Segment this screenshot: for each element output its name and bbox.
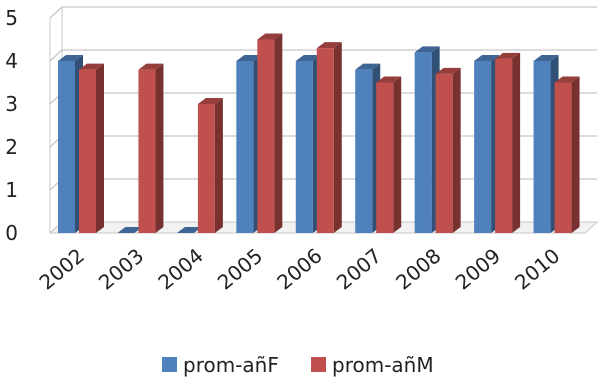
- bar-top: [474, 55, 500, 61]
- legend-swatch-series-1: [311, 357, 326, 372]
- bar-top: [79, 63, 104, 70]
- bar-top: [495, 52, 521, 59]
- y-tick-label: 1: [5, 178, 18, 202]
- bar-top: [236, 55, 262, 61]
- y-tick-label: 5: [5, 6, 18, 30]
- bar-top: [58, 55, 83, 61]
- x-tick-label: 2009: [451, 243, 505, 294]
- legend-swatch-series-0: [162, 357, 177, 372]
- bar-top: [117, 227, 143, 233]
- bar-side: [96, 63, 104, 233]
- bar-face: [495, 58, 513, 233]
- bar-top: [533, 55, 559, 61]
- bar-top: [414, 46, 440, 53]
- bar-top: [176, 227, 202, 233]
- bar-side: [155, 63, 164, 233]
- bar-side: [452, 67, 461, 234]
- y-tick-label: 2: [5, 135, 18, 159]
- bar-side: [512, 52, 521, 233]
- bar-side: [333, 42, 342, 233]
- bar: [257, 33, 283, 233]
- bar: [138, 63, 164, 233]
- bar-top: [435, 67, 461, 74]
- bar-face: [414, 52, 432, 234]
- bar-face: [316, 48, 334, 233]
- legend: prom-añF prom-añM: [162, 353, 434, 377]
- legend-label-series-1: prom-añM: [332, 353, 434, 377]
- y-tick-label: 0: [5, 221, 18, 245]
- bar: [376, 76, 402, 233]
- bar-top: [376, 76, 402, 83]
- bar-face: [58, 61, 75, 233]
- gridline: [49, 6, 597, 19]
- y-tick-label: 3: [5, 92, 18, 116]
- bar-face: [257, 39, 275, 233]
- x-tick-label: 2006: [272, 243, 326, 294]
- bar-face: [138, 69, 156, 233]
- bar-face: [435, 73, 453, 234]
- bar-top: [197, 98, 223, 104]
- y-tick-label: 4: [5, 49, 18, 73]
- bar-face: [79, 69, 96, 233]
- bar: [197, 98, 223, 233]
- x-tick-label: 2010: [510, 243, 564, 294]
- x-tick-label: 2007: [332, 243, 386, 294]
- legend-label-series-0: prom-añF: [183, 353, 279, 377]
- bars: [58, 33, 580, 234]
- bar-face: [355, 69, 373, 233]
- bar-face: [474, 61, 492, 233]
- bar-side: [571, 76, 580, 233]
- bar: [176, 227, 202, 233]
- bar-side: [274, 33, 283, 233]
- bar-side: [393, 76, 402, 233]
- bar-face: [554, 82, 572, 233]
- x-axis-ticks: 2002 2003 2004 2005 2006 2007 2008 2009 2010: [35, 243, 565, 294]
- bar-side: [214, 98, 223, 233]
- bar: [79, 63, 104, 233]
- bar-top: [355, 63, 381, 70]
- bar-face: [295, 61, 313, 233]
- bar-top: [257, 33, 283, 40]
- x-tick-label: 2005: [213, 243, 267, 294]
- bar-top: [295, 55, 321, 61]
- x-tick-label: 2008: [391, 243, 445, 294]
- bar-top: [316, 42, 342, 49]
- bar-face: [533, 61, 551, 233]
- bar: [117, 227, 143, 233]
- bar-face: [197, 104, 215, 233]
- bar-face: [236, 61, 254, 233]
- bar: [435, 67, 461, 234]
- x-tick-label: 2004: [153, 243, 207, 294]
- bar-face: [376, 82, 394, 233]
- y-axis-ticks: 0 1 2 3 4 5: [5, 6, 18, 245]
- bar-top: [138, 63, 164, 70]
- x-tick-label: 2002: [35, 243, 89, 294]
- bar-top: [554, 76, 580, 83]
- bar: [316, 42, 342, 233]
- x-tick-label: 2003: [94, 243, 148, 294]
- bar: [495, 52, 521, 233]
- bar: [554, 76, 580, 233]
